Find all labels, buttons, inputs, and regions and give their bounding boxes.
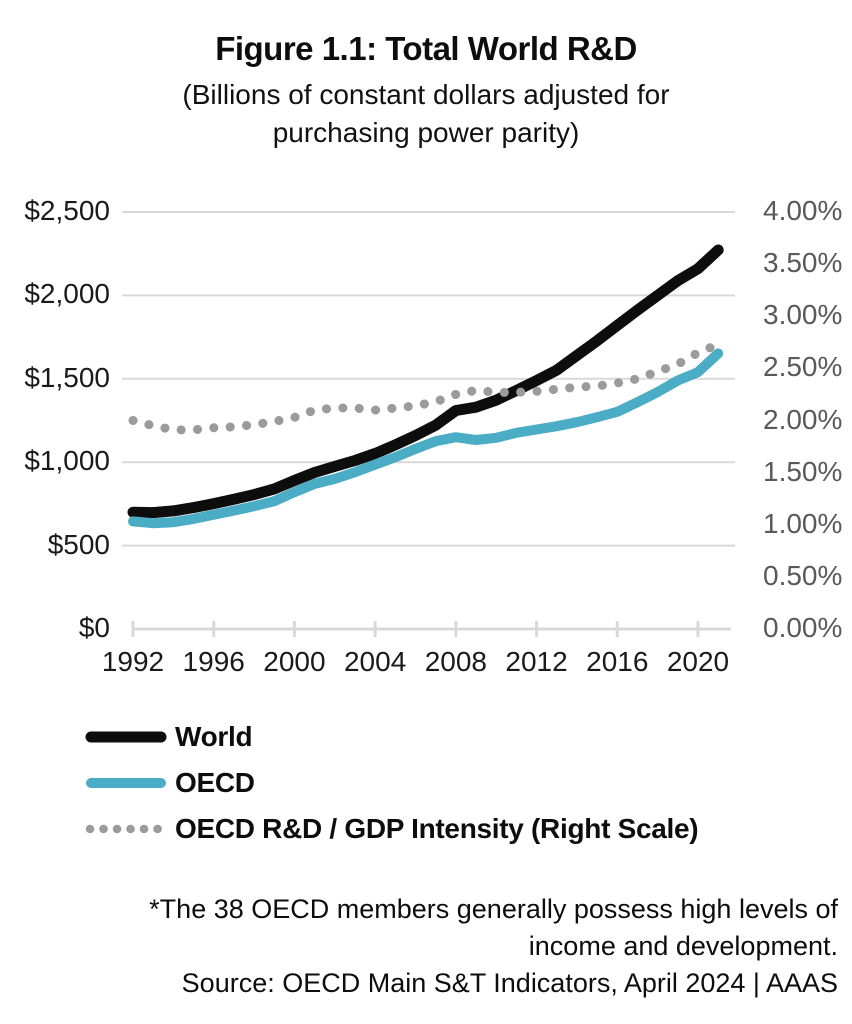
chart-title: Figure 1.1: Total World R&D: [215, 30, 637, 67]
right-axis-tick-label: 0.50%: [763, 559, 843, 591]
world-line-swatch-icon: [85, 731, 167, 743]
left-axis-tick-label: $1,000: [24, 445, 110, 477]
legend-item-oecd: OECD: [85, 760, 698, 806]
intensity-dotted-swatch-icon: [85, 824, 163, 834]
chart-subtitle-line1: (Billions of constant dollars adjusted f…: [182, 79, 670, 110]
footnote: *The 38 OECD members generally possess h…: [38, 891, 838, 1002]
left-axis-tick-label: $500: [47, 528, 110, 560]
right-axis-tick-label: 2.50%: [763, 351, 843, 383]
x-axis-tick-label: 1996: [182, 646, 245, 677]
x-axis-tick-label: 2012: [505, 646, 568, 677]
left-axis-tick-label: $2,000: [24, 278, 110, 310]
left-axis-tick-label: $2,500: [24, 195, 110, 226]
x-axis-tick-label: 1992: [101, 646, 165, 677]
x-axis-tick-label: 2016: [586, 646, 649, 677]
x-axis-tick-label: 2020: [666, 646, 730, 677]
legend-label-world: World: [175, 721, 253, 752]
right-axis-tick-label: 3.50%: [763, 247, 843, 279]
right-axis-tick-label: 0.00%: [763, 612, 843, 643]
legend: World OECD OECD R&D / GDP Intensity (Rig…: [85, 714, 699, 852]
left-axis-tick-label: $1,500: [24, 361, 110, 393]
right-axis-tick-label: 4.00%: [763, 195, 843, 226]
footnote-line3: Source: OECD Main S&T Indicators, April …: [181, 968, 838, 998]
series-line-intensity: [128, 339, 723, 435]
footnote-line1: *The 38 OECD members generally possess h…: [149, 894, 838, 924]
chart-subtitle: (Billions of constant dollars adjusted f…: [0, 76, 852, 152]
oecd-line-swatch-icon: [86, 778, 166, 788]
legend-label-intensity: OECD R&D / GDP Intensity (Right Scale): [175, 813, 699, 844]
chart-subtitle-line2: purchasing power parity): [272, 117, 580, 148]
legend-item-intensity: OECD R&D / GDP Intensity (Right Scale): [85, 806, 699, 852]
legend-item-world: World: [85, 714, 698, 760]
left-axis-tick-label: $0: [78, 612, 110, 643]
right-axis-tick-label: 1.50%: [763, 455, 843, 487]
x-axis-tick-label: 2008: [424, 646, 487, 677]
right-axis-tick-label: 1.00%: [763, 507, 843, 539]
right-axis-tick-label: 2.00%: [763, 403, 843, 435]
series-line-world: [127, 244, 724, 519]
legend-label-oecd: OECD: [175, 767, 255, 798]
x-axis-tick-label: 2004: [343, 646, 407, 677]
x-axis-tick-label: 2000: [263, 646, 326, 677]
footnote-line2: income and development.: [528, 931, 838, 961]
right-axis-tick-label: 3.00%: [763, 299, 843, 331]
series-line-oecd: [128, 348, 724, 529]
